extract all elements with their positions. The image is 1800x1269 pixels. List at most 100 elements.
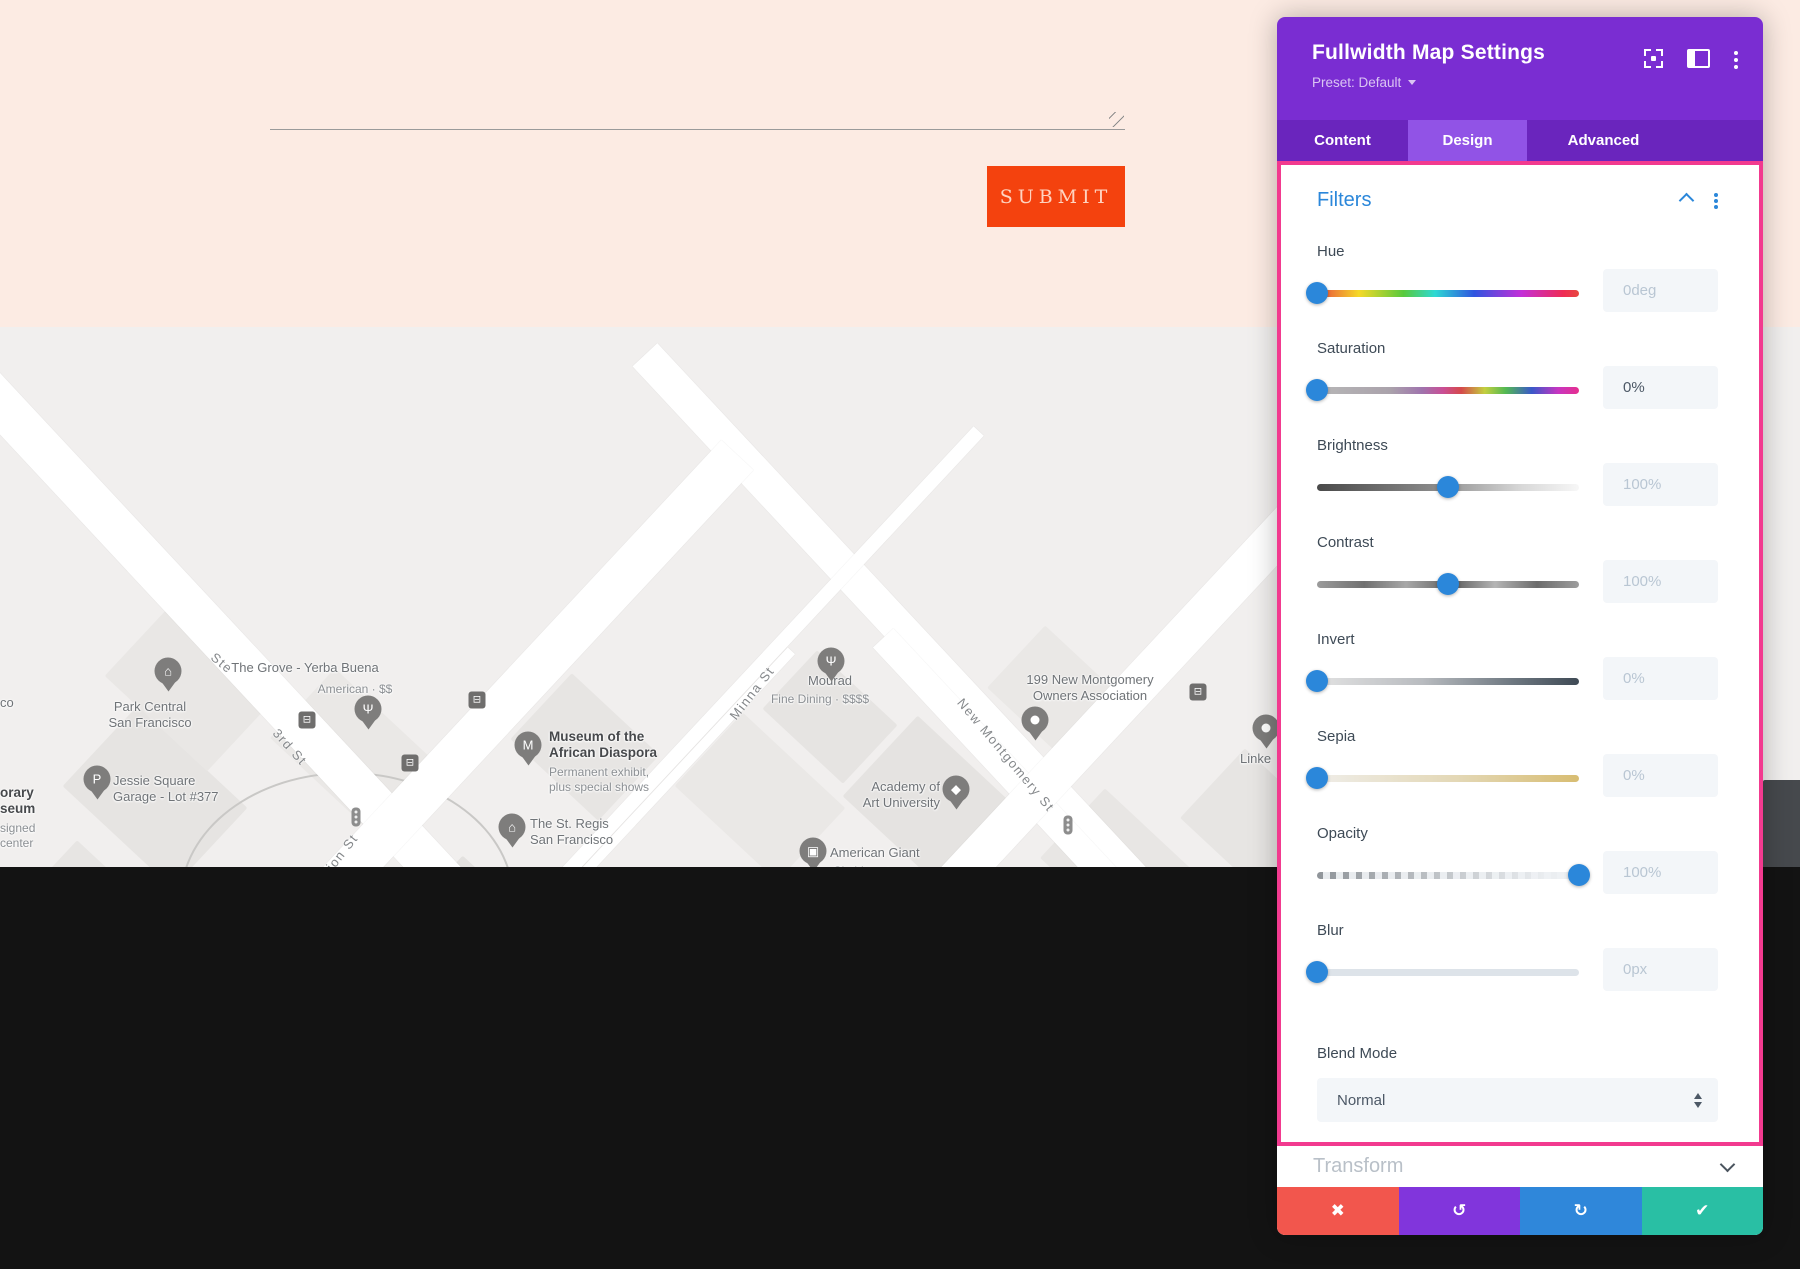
pin-head: M [514,731,542,759]
discard-button[interactable]: ✖ [1277,1187,1399,1235]
school-pin[interactable]: ◆ [942,775,970,810]
slider-knob[interactable] [1306,379,1328,401]
slider-knob[interactable] [1306,670,1328,692]
filter-rows: Hue 0deg Saturation 0% Brightness 100% Contras… [1306,225,1718,1001]
map-label: Clothing store [833,864,907,867]
shopping-pin[interactable]: ▣ [799,837,827,867]
slider-track[interactable] [1306,379,1579,401]
tab-design[interactable]: Design [1408,120,1527,161]
place-pin[interactable] [1252,714,1280,749]
map-label: orary seum [0,785,36,816]
slider-knob[interactable] [1306,767,1328,789]
transform-section[interactable]: Transform [1277,1146,1763,1187]
filter-slider [1306,379,1579,402]
filter-row-invert: Invert 0% [1306,613,1718,710]
map-label: Fine Dining · $$$$ [770,692,870,706]
slider-knob[interactable] [1306,282,1328,304]
pin-head [1021,706,1049,734]
blend-mode-select[interactable]: Normal [1317,1078,1718,1122]
slider-knob[interactable] [1437,573,1459,595]
filter-value-input[interactable]: 0px [1603,948,1718,991]
filter-slider [1306,670,1579,693]
panel-tabs: Content Design Advanced [1277,120,1763,161]
filter-value-input[interactable]: 100% [1603,851,1718,894]
dot-glyph [1261,723,1271,733]
undo-button[interactable]: ↺ [1398,1187,1520,1235]
filter-value-input[interactable]: 100% [1603,560,1718,603]
blend-mode-row: Blend Mode Normal [1317,1027,1718,1124]
museum-pin[interactable]: M [514,731,542,766]
slider-knob[interactable] [1437,476,1459,498]
expand-icon[interactable] [1644,49,1663,68]
filter-value-input[interactable]: 0% [1603,366,1718,409]
filters-section-title[interactable]: Filters [1317,189,1372,211]
filter-slider [1317,573,1579,596]
filter-label: Saturation [1317,340,1386,357]
slider-track[interactable] [1306,282,1579,304]
expand-section-icon[interactable] [1719,1156,1736,1173]
parking-pin[interactable]: P [83,765,111,800]
slider-knob[interactable] [1306,961,1328,983]
filter-row-sepia: Sepia 0% [1306,710,1718,807]
redo-button[interactable]: ↻ [1520,1187,1642,1235]
save-button[interactable]: ✔ [1641,1187,1763,1235]
slider-track[interactable] [1317,476,1579,498]
filter-slider [1306,282,1579,305]
filter-slider [1317,476,1579,499]
section-more-icon[interactable] [1714,192,1718,197]
transform-section-title: Transform [1313,1155,1404,1177]
pin-head: P [83,765,111,793]
tab-advanced[interactable]: Advanced [1567,132,1640,149]
pin-head [1252,714,1280,742]
slider-knob[interactable] [1568,864,1590,886]
map-label: American Giant [830,845,920,860]
filter-label: Opacity [1317,825,1368,842]
preset-label: Preset: Default [1312,75,1402,90]
slider-track[interactable] [1306,670,1579,692]
panel-title: Fullwidth Map Settings [1312,41,1546,64]
slider-track[interactable] [1317,864,1590,886]
preset-selector[interactable]: Preset: Default [1312,75,1417,90]
filter-value-input[interactable]: 0% [1603,754,1718,797]
filter-slider [1306,961,1579,984]
transit-icon: ⊟ [1189,683,1207,701]
submit-button[interactable]: SUBMIT [987,166,1125,227]
map-building [1763,780,1800,867]
pin-head: Ψ [354,695,382,723]
hotel-pin[interactable]: ⌂ [154,657,182,692]
map-label: co [0,695,14,710]
filter-value-input[interactable]: 0% [1603,657,1718,700]
more-icon[interactable] [1734,50,1738,55]
map-label: Permanent exhibit, plus special shows [549,765,650,794]
filter-slider [1306,767,1579,790]
collapse-section-icon[interactable] [1678,192,1695,209]
transit-icon: ⊟ [468,691,486,709]
map-label: 199 New Montgomery Owners Association [1026,672,1154,703]
filter-value-input[interactable]: 100% [1603,463,1718,506]
map-label: Academy of Art University [862,779,940,810]
fullwidth-map-settings-panel: Fullwidth Map Settings Preset: Default C… [1277,17,1763,1235]
resize-grip-icon[interactable] [1109,112,1124,127]
message-textarea[interactable] [270,95,1125,130]
tab-content[interactable]: Content [1314,132,1371,149]
restaurant-pin[interactable]: Ψ [354,695,382,730]
slider-track[interactable] [1306,961,1579,983]
pin-head: ◆ [942,775,970,803]
filter-slider [1317,864,1590,887]
restaurant-pin[interactable]: Ψ [817,647,845,682]
dock-icon[interactable] [1687,49,1710,68]
hotel-pin[interactable]: ⌂ [498,813,526,848]
filter-label: Blur [1317,922,1344,939]
filter-row-contrast: Contrast 100% [1317,516,1718,613]
map-label: Park Central San Francisco [108,699,192,730]
panel-header[interactable]: Fullwidth Map Settings Preset: Default [1277,17,1763,120]
filter-row-opacity: Opacity 100% [1317,807,1718,904]
slider-track[interactable] [1306,767,1579,789]
map-label: Museum of the African Diaspora [549,729,658,760]
filter-value-input[interactable]: 0deg [1603,269,1718,312]
pin-head: ▣ [799,837,827,865]
slider-track[interactable] [1317,573,1579,595]
place-pin[interactable] [1021,706,1049,741]
traffic-light-icon [351,807,361,827]
